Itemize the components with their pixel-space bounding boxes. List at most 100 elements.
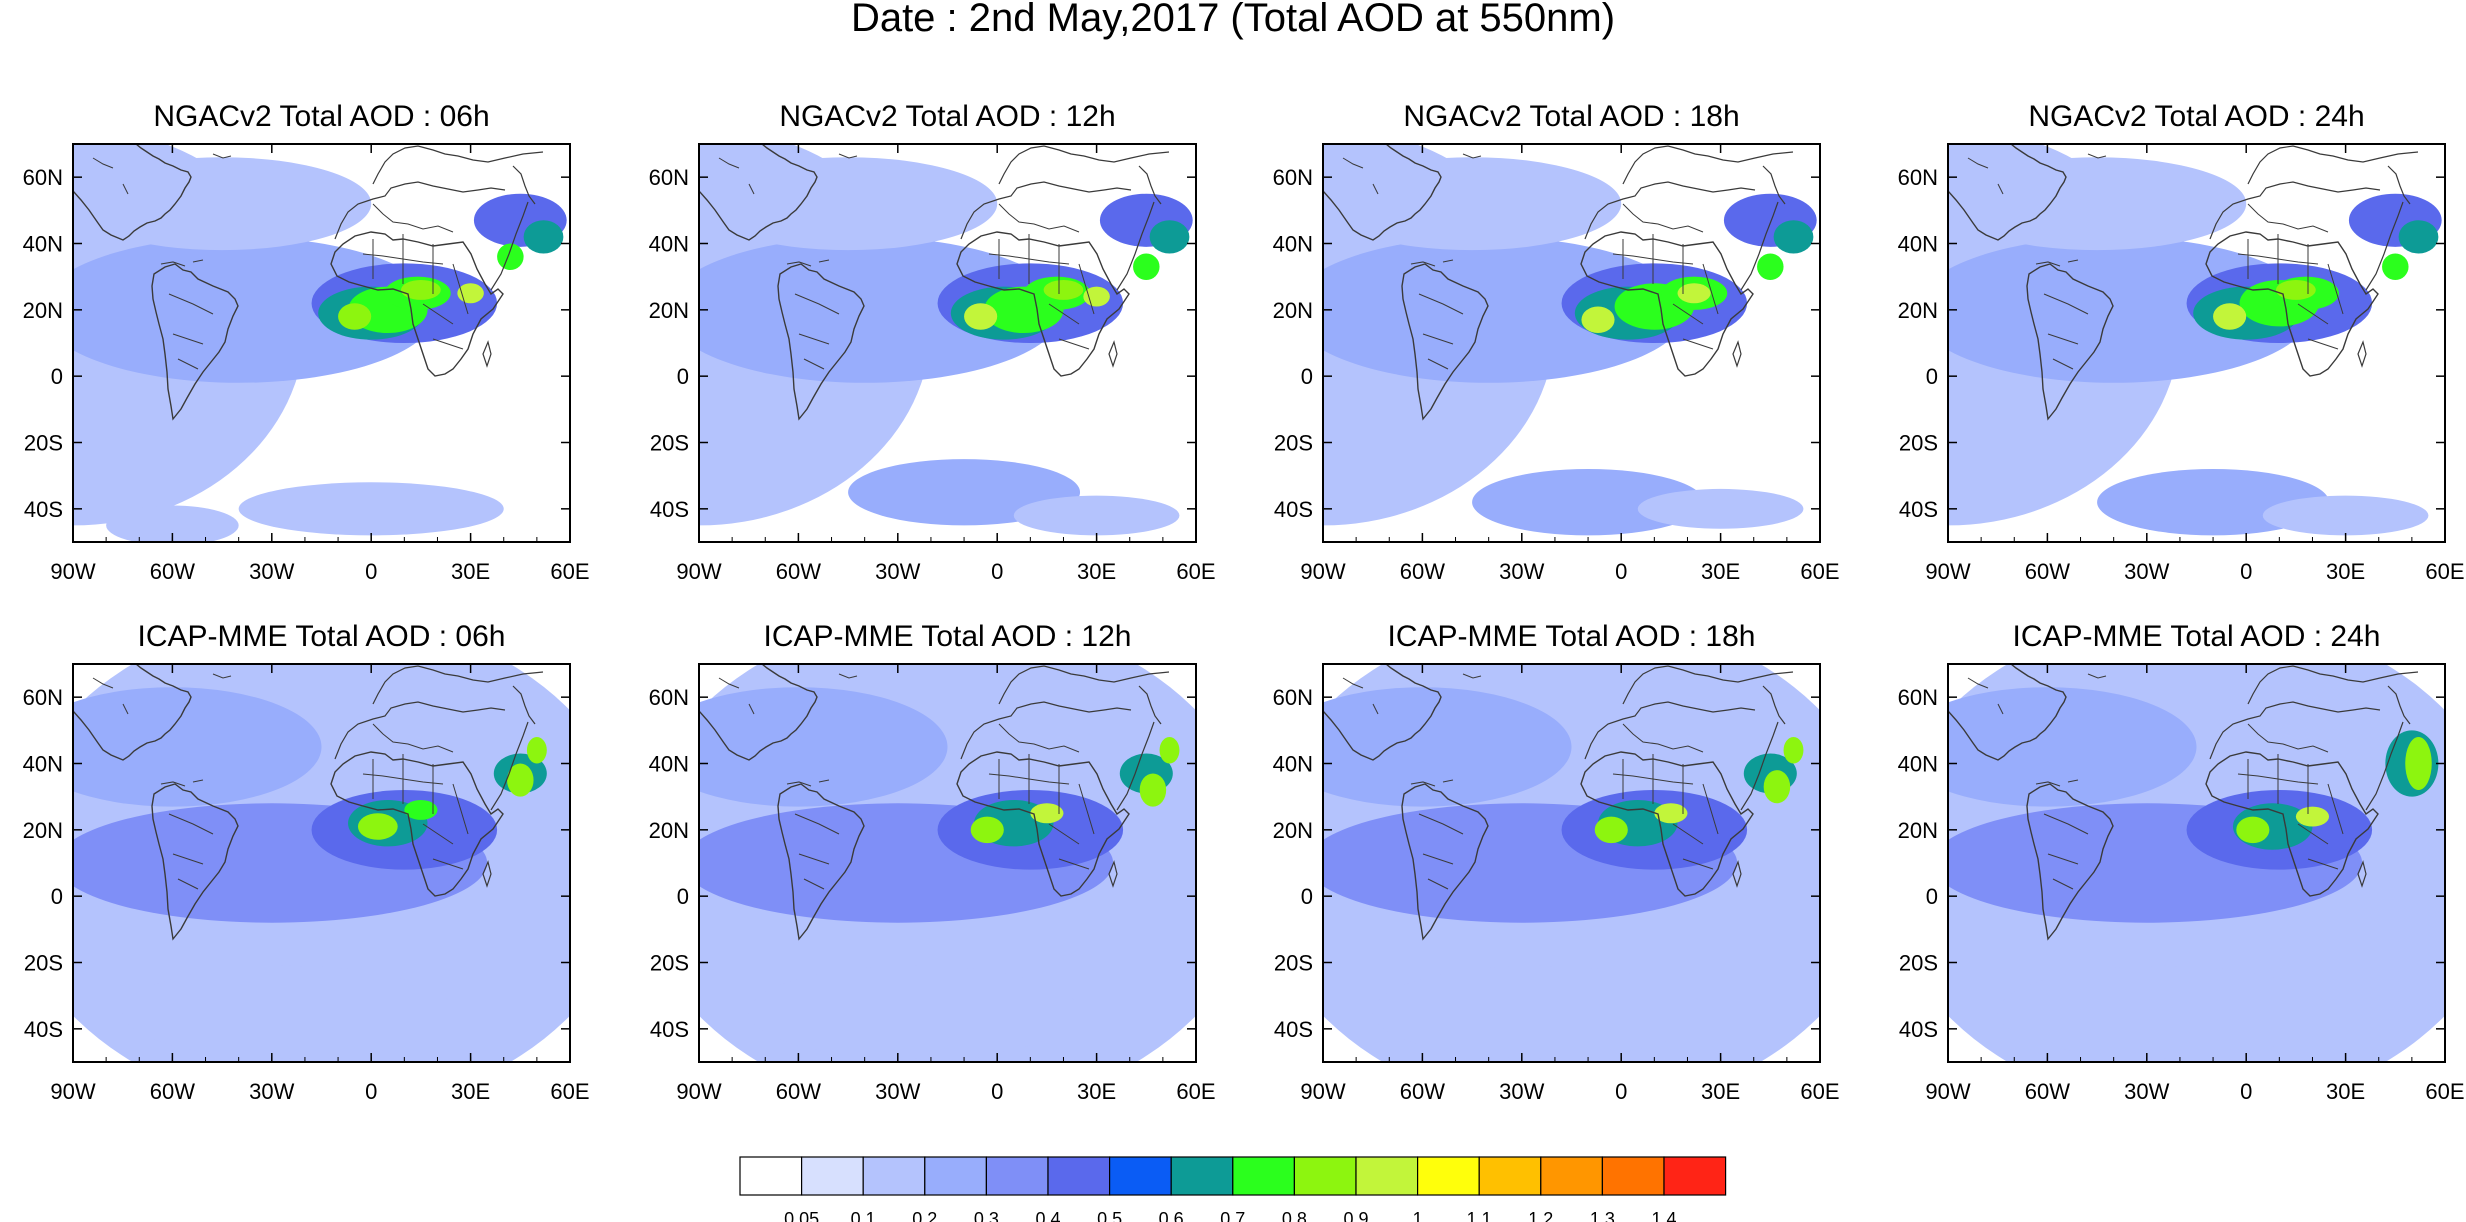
lon-tick-label: 60W [150,559,195,584]
aod-blob [2398,220,2439,254]
lat-tick-label: 60N [649,685,689,710]
lat-tick-label: 20S [1274,431,1313,456]
lon-tick-label: 30W [249,559,294,584]
lon-tick-label: 90W [50,559,95,584]
colorbar-label: 1.4 [1651,1209,1676,1222]
aod-blob [1948,687,2197,807]
lon-tick-label: 90W [1300,559,1345,584]
aod-blob [699,157,998,251]
lon-tick-label: 30E [1077,559,1116,584]
aod-blob [401,279,441,300]
lon-tick-label: 0 [2240,1079,2252,1104]
aod-blob [457,283,484,304]
lon-tick-label: 90W [1300,1079,1345,1104]
map-panel: NGACv2 Total AOD : 24h 90W 60W 30W 0 30E 60E 60… [1898,100,2465,584]
aod-blob [1763,770,1791,804]
lat-tick-label: 40N [23,752,63,777]
colorbar: 0.05 0.1 0.2 0.3 0.4 0.5 0.6 0.7 0.8 0.9 1 1.1 1.2 1.… [739,1156,1727,1222]
map-panel: ICAP-MME Total AOD : 24h 90W 60W 30W 0 30E 60E… [1898,620,2465,1104]
lon-tick-label: 60E [1176,1079,1215,1104]
aod-field [73,664,570,1062]
lon-tick-label: 0 [991,559,1003,584]
aod-blob [1372,965,1705,1059]
aod-blob [1948,157,2247,251]
aod-blob [122,965,455,1059]
lon-tick-label: 30W [249,1079,294,1104]
aod-blob [1581,306,1615,334]
colorbar-box [1108,1156,1172,1196]
aod-blob [238,482,504,536]
lon-tick-label: 90W [1925,1079,1970,1104]
map-frame [72,143,571,543]
panel-title: NGACv2 Total AOD : 06h [153,100,489,133]
aod-blob [357,813,398,840]
lat-tick-label: 20S [24,951,63,976]
colorbar-label: 0.2 [912,1209,937,1222]
lat-tick-label: 60N [1273,165,1313,190]
map-panel: ICAP-MME Total AOD : 12h 90W 60W 30W 0 30E 60E… [649,620,1216,1104]
colorbar-label: 0.4 [1035,1209,1060,1222]
lon-tick-label: 60W [776,559,821,584]
aod-blob [2382,253,2409,280]
colorbar-box [800,1156,864,1196]
colorbar-label: 1.3 [1590,1209,1615,1222]
aod-blob [73,687,322,807]
aod-blob [1030,803,1064,824]
panel-title: NGACv2 Total AOD : 18h [1403,100,1739,133]
lon-tick-label: 60W [1400,1079,1445,1104]
aod-field [1948,144,2445,542]
colorbar-label: 0.1 [851,1209,876,1222]
lon-tick-label: 90W [676,1079,721,1104]
aod-blob [1594,816,1628,844]
lon-tick-label: 30W [2124,559,2169,584]
aod-blob [1997,965,2330,1059]
aod-blob [748,965,1081,1059]
lat-tick-label: 40S [24,1017,63,1042]
aod-blob [1677,283,1711,304]
lat-tick-label: 0 [1301,364,1313,389]
lon-tick-label: 90W [50,1079,95,1104]
colorbar-box [924,1156,987,1196]
map-frame [1947,663,2446,1063]
lon-tick-label: 60E [1800,1079,1839,1104]
aod-blob [2262,495,2429,536]
aod-field [699,664,1196,1062]
aod-blob [1043,279,1084,300]
aod-blob [1783,736,1804,764]
map-frame [1322,143,1821,543]
lon-tick-label: 60W [776,1079,821,1104]
aod-blob [964,303,998,330]
lat-tick-label: 0 [1926,364,1938,389]
lon-tick-label: 30E [2326,559,2365,584]
aod-blob [699,687,948,807]
lat-tick-label: 0 [677,364,689,389]
panel-title: ICAP-MME Total AOD : 18h [1388,620,1756,653]
aod-blob [2405,736,2432,791]
panel-title: NGACv2 Total AOD : 24h [2028,100,2364,133]
panel-title: ICAP-MME Total AOD : 06h [138,620,506,653]
lat-tick-label: 0 [51,884,63,909]
map-frame [72,663,571,1063]
lat-tick-label: 40S [24,497,63,522]
colorbar-box [1293,1156,1357,1196]
lat-tick-label: 20N [23,818,63,843]
map-panel: NGACv2 Total AOD : 06h 90W 60W 30W 0 30E 60E 60… [23,100,590,584]
map-panel: ICAP-MME Total AOD : 18h 90W 60W 30W 0 30E 60E… [1273,620,1840,1104]
aod-blob [1472,469,1705,536]
lat-tick-label: 40N [1898,232,1938,257]
colorbar-label: 1.2 [1528,1209,1553,1222]
lat-tick-label: 60N [23,685,63,710]
aod-blob [2276,279,2316,300]
panels-group: NGACv2 Total AOD : 06h 90W 60W 30W 0 30E 60E 60… [23,100,2465,1104]
figure-title: Date : 2nd May,2017 (Total AOD at 550nm) [851,0,1615,40]
lat-tick-label: 20S [1274,951,1313,976]
aod-blob [2213,303,2247,330]
colorbar-label: 0.3 [974,1209,999,1222]
colorbar-box [739,1156,803,1196]
lat-tick-label: 20N [1273,818,1313,843]
aod-blob [970,816,1004,844]
lon-tick-label: 60E [2425,559,2464,584]
map-panel: NGACv2 Total AOD : 18h 90W 60W 30W 0 30E 60E 60… [1273,100,1840,584]
colorbar-label: 0.9 [1343,1209,1368,1222]
lon-tick-label: 60W [2025,559,2070,584]
